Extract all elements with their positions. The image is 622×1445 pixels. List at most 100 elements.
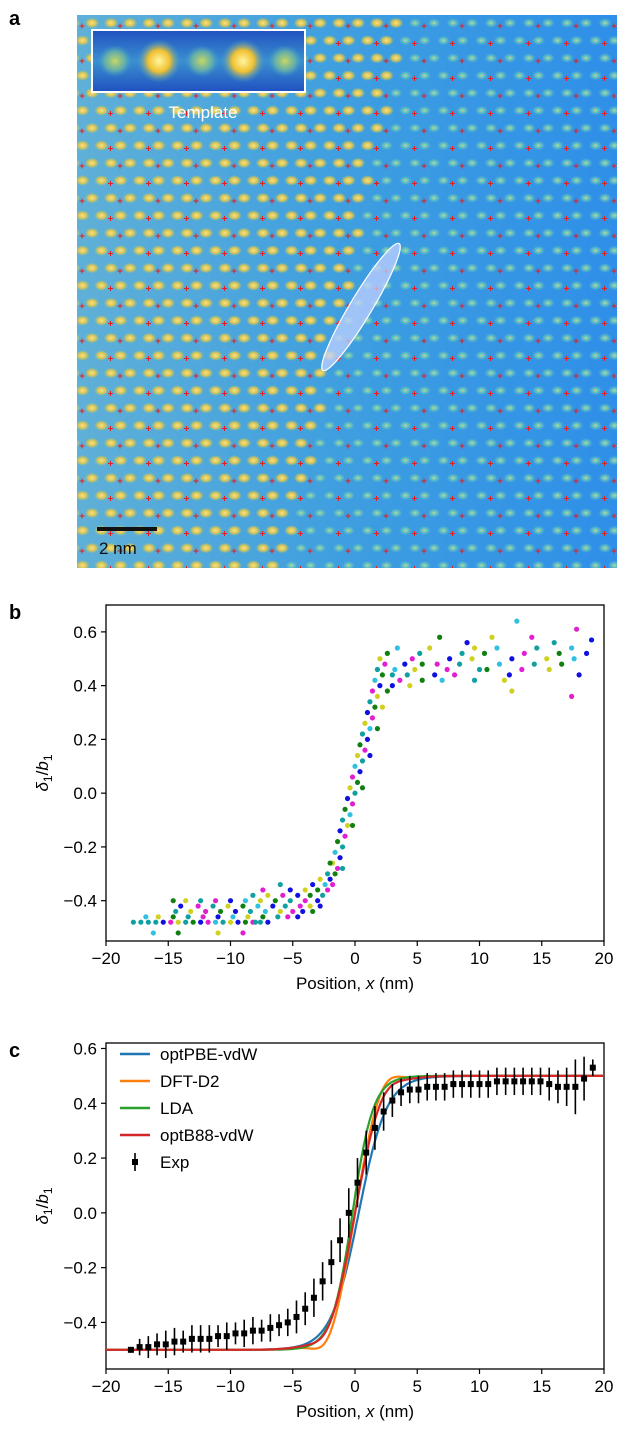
c-x-axis-label: Position, x (nm)	[296, 1402, 414, 1421]
b-data-point	[476, 666, 483, 673]
c-xtick-label: 10	[470, 1377, 489, 1396]
b-data-point	[484, 666, 490, 673]
b-data-point	[369, 688, 376, 694]
c-exp-point	[450, 1081, 457, 1088]
b-data-point	[352, 790, 358, 796]
b-data-point	[317, 903, 323, 909]
b-data-point	[569, 645, 575, 651]
c-exp-point	[197, 1335, 204, 1342]
b-data-point	[367, 699, 373, 705]
b-data-point	[225, 903, 231, 909]
c-ytick-label: 0.6	[73, 1039, 97, 1058]
b-data-point	[175, 930, 181, 936]
b-data-point	[195, 903, 201, 909]
b-data-point	[377, 656, 383, 662]
b-data-point	[359, 785, 366, 791]
c-exp-point	[249, 1327, 256, 1334]
b-data-point	[551, 640, 557, 646]
micrograph-image: Template 2 nm	[77, 15, 617, 568]
b-data-point	[185, 914, 191, 920]
b-data-point	[432, 672, 438, 678]
panel-letter-c: c	[9, 1040, 21, 1062]
b-data-point	[287, 887, 293, 893]
b-data-point	[531, 661, 537, 667]
c-exp-point	[188, 1335, 195, 1342]
b-data-point	[374, 693, 381, 699]
b-data-point	[347, 812, 353, 818]
b-data-point	[364, 709, 371, 716]
b-xtick-label: 20	[595, 949, 614, 968]
b-data-point	[200, 914, 206, 920]
c-exp-point	[371, 1124, 378, 1131]
b-data-point	[397, 677, 403, 683]
b-data-point	[325, 871, 331, 877]
scale-bar-label: 2 nm	[99, 539, 137, 558]
panel-letter-a: a	[9, 8, 21, 30]
b-data-point	[242, 919, 249, 925]
b-data-point	[359, 731, 366, 737]
b-data-point	[514, 618, 520, 624]
c-ytick-label: 0.2	[73, 1149, 97, 1168]
c-exp-point	[563, 1083, 570, 1090]
b-data-point	[170, 898, 176, 904]
c-xtick-label: 15	[532, 1377, 551, 1396]
b-xtick-label: −15	[154, 949, 183, 968]
b-data-point	[364, 736, 371, 742]
b-data-point	[349, 822, 356, 829]
b-data-point	[275, 914, 281, 920]
b-data-point	[215, 930, 221, 936]
b-data-point	[459, 650, 465, 656]
c-exp-point	[546, 1081, 553, 1088]
c-exp-point	[467, 1081, 474, 1088]
b-data-point	[220, 919, 226, 925]
b-data-point	[153, 919, 159, 925]
b-data-point	[168, 919, 174, 925]
b-data-point	[240, 903, 246, 909]
b-data-point	[337, 828, 343, 834]
b-data-point	[310, 881, 316, 888]
b-ytick-label: 0.4	[73, 677, 97, 696]
b-data-point	[173, 908, 179, 915]
dislocation-highlight	[321, 242, 401, 372]
c-exp-point	[537, 1078, 544, 1085]
c-legend-label-1: DFT-D2	[160, 1072, 220, 1091]
c-legend-label-3: optB88-vdW	[160, 1126, 254, 1145]
b-data-point	[255, 903, 261, 909]
c-exp-point	[293, 1313, 300, 1320]
b-data-point	[160, 919, 166, 925]
b-data-point	[434, 661, 440, 667]
b-data-point	[339, 844, 346, 850]
b-data-point	[569, 693, 575, 699]
c-exp-point	[310, 1294, 317, 1301]
b-data-point	[257, 898, 263, 904]
b-data-point	[297, 903, 303, 909]
c-exp-point	[127, 1346, 134, 1353]
b-data-point	[501, 677, 507, 683]
b-data-point	[382, 661, 388, 667]
c-legend-label-exp: Exp	[160, 1153, 189, 1172]
c-exp-point	[520, 1078, 527, 1085]
c-xtick-label: −20	[92, 1377, 121, 1396]
b-data-point	[327, 860, 333, 866]
b-data-point	[315, 887, 321, 893]
b-data-point	[469, 656, 475, 662]
b-data-point	[444, 666, 450, 673]
b-data-point	[130, 919, 136, 925]
b-ytick-label: 0.6	[73, 623, 97, 642]
b-data-point	[307, 892, 313, 898]
b-data-point	[155, 914, 161, 920]
b-data-point	[509, 656, 515, 662]
c-exp-point	[180, 1338, 187, 1345]
b-data-point	[232, 908, 239, 915]
template-label: Template	[169, 103, 238, 122]
b-data-point	[556, 650, 562, 656]
c-exp-point	[363, 1149, 370, 1156]
b-data-point	[389, 672, 395, 678]
c-ytick-label: −0.2	[63, 1259, 97, 1278]
b-data-point	[439, 677, 445, 683]
b-data-point	[138, 919, 144, 925]
c-exp-point	[589, 1064, 596, 1071]
c-xtick-label: 5	[413, 1377, 422, 1396]
c-exp-point	[354, 1179, 361, 1186]
c-exp-point	[162, 1341, 169, 1348]
